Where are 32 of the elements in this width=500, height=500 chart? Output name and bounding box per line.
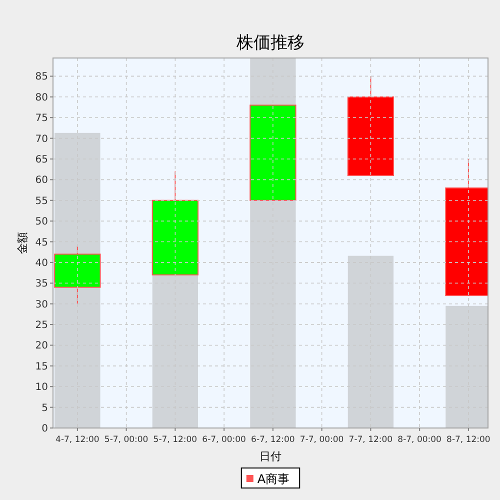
y-tick-label: 50 bbox=[35, 216, 48, 228]
x-tick-label: 7-7, 12:00 bbox=[348, 435, 393, 445]
y-tick-label: 0 bbox=[42, 424, 48, 434]
x-tick-label: 6-7, 00:00 bbox=[202, 435, 246, 445]
x-tick-label: 8-7, 12:00 bbox=[446, 435, 490, 445]
chart-title: 株価推移 bbox=[236, 33, 304, 53]
y-tick-label: 85 bbox=[35, 72, 48, 83]
y-tick-label: 5 bbox=[42, 402, 48, 414]
y-tick-label: 60 bbox=[35, 175, 48, 186]
x-tick-label: 6-7, 12:00 bbox=[251, 435, 295, 445]
y-tick-label: 20 bbox=[35, 340, 48, 352]
y-tick-label: 55 bbox=[35, 196, 48, 207]
y-tick-label: 10 bbox=[35, 382, 48, 394]
y-tick-label: 75 bbox=[35, 113, 48, 124]
y-tick-label: 25 bbox=[35, 320, 48, 332]
y-tick-label: 70 bbox=[35, 134, 48, 145]
y-tick-label: 40 bbox=[35, 258, 48, 269]
legend: A商事 bbox=[240, 468, 300, 488]
y-axis-title: 金額 bbox=[16, 232, 29, 254]
y-tick-label: 15 bbox=[35, 361, 48, 372]
x-tick-label: 5-7, 12:00 bbox=[153, 435, 198, 445]
y-tick-label: 30 bbox=[35, 299, 48, 310]
x-tick-label: 7-7, 00:00 bbox=[300, 435, 344, 445]
bar bbox=[348, 256, 394, 428]
y-tick-label: 80 bbox=[35, 92, 48, 104]
y-tick-label: 35 bbox=[35, 278, 48, 290]
x-axis-title: 日付 bbox=[260, 450, 282, 463]
y-tick-label: 65 bbox=[35, 154, 48, 166]
x-tick-label: 4-7, 12:00 bbox=[56, 435, 100, 445]
y-tick-label: 45 bbox=[35, 237, 48, 248]
x-tick-label: 5-7, 00:00 bbox=[104, 435, 148, 445]
x-tick-label: 8-7, 00:00 bbox=[398, 435, 442, 445]
